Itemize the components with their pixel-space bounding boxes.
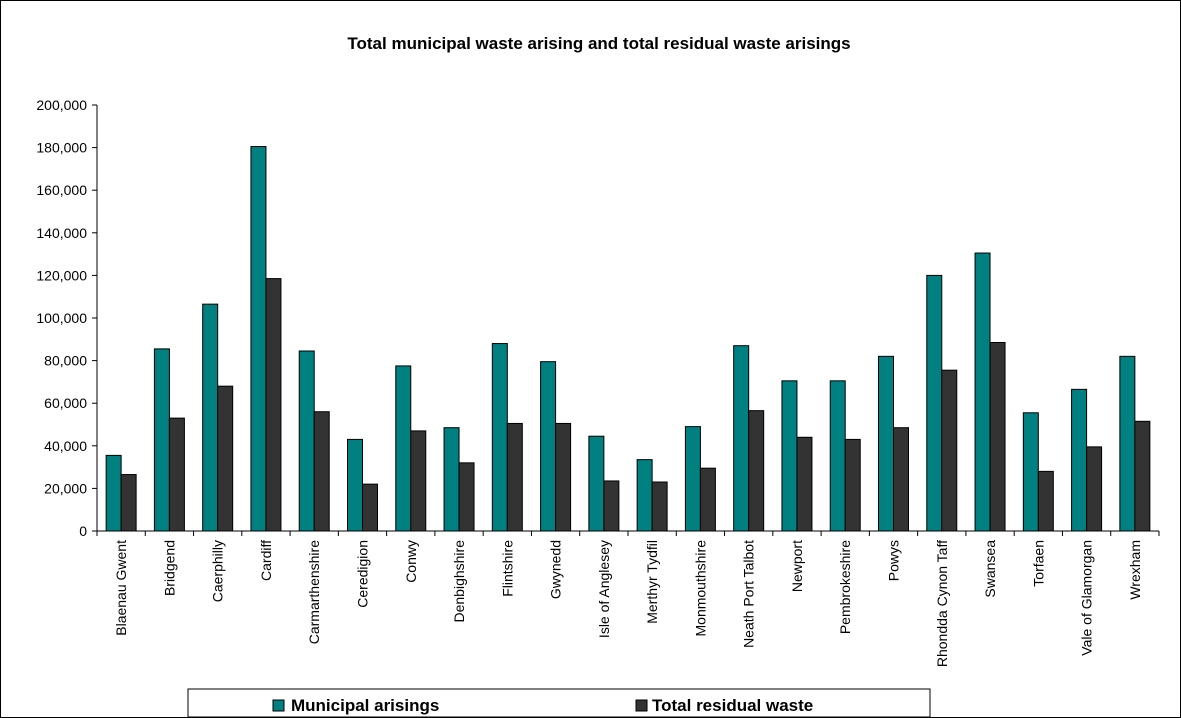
bar-municipal-arisings bbox=[153, 348, 170, 532]
x-tick-label: Swansea bbox=[982, 540, 998, 598]
bar-total-residual-waste bbox=[699, 467, 716, 532]
legend-box bbox=[187, 688, 931, 717]
bar-total-residual-waste bbox=[120, 474, 137, 532]
bar-total-residual-waste bbox=[1134, 420, 1151, 532]
bar-municipal-arisings bbox=[684, 426, 701, 532]
x-tick-label: Torfaen bbox=[1030, 540, 1046, 587]
y-tick-label: 160,000 bbox=[36, 182, 87, 198]
bar-total-residual-waste bbox=[313, 411, 330, 532]
x-tick-label: Merthyr Tydfil bbox=[644, 540, 660, 624]
x-tick-label: Blaenau Gwent bbox=[113, 540, 129, 636]
bar-total-residual-waste bbox=[362, 483, 378, 532]
x-tick-label: Carmarthenshire bbox=[306, 540, 322, 644]
y-tick-label: 40,000 bbox=[44, 438, 87, 454]
x-tick-label: Ceredigion bbox=[355, 540, 371, 608]
bar-total-residual-waste bbox=[748, 410, 765, 532]
bar-municipal-arisings bbox=[250, 146, 267, 532]
x-tick-label: Bridgend bbox=[161, 540, 177, 596]
legend-label: Municipal arisings bbox=[291, 696, 439, 715]
bar-municipal-arisings bbox=[347, 438, 363, 532]
y-axis: 0 20,000 40,000 60,000 80,000 100,000 120,000 1… bbox=[36, 97, 98, 539]
bar-municipal-arisings bbox=[588, 435, 605, 532]
x-tick-label: Wrexham bbox=[1127, 540, 1143, 600]
x-tick-label: Denbighshire bbox=[451, 540, 467, 623]
bar-total-residual-waste bbox=[603, 480, 620, 532]
bar-total-residual-waste bbox=[796, 436, 813, 532]
y-tick-label: 0 bbox=[79, 523, 87, 539]
bar-total-residual-waste bbox=[168, 417, 185, 532]
bar-municipal-arisings bbox=[733, 345, 750, 532]
bar-municipal-arisings bbox=[1022, 412, 1039, 532]
bar-municipal-arisings bbox=[878, 355, 894, 532]
bar-total-residual-waste bbox=[458, 462, 475, 532]
bar-total-residual-waste bbox=[844, 438, 861, 532]
legend-swatch bbox=[272, 699, 285, 712]
x-tick-label: Caerphilly bbox=[210, 540, 226, 602]
bar-total-residual-waste bbox=[989, 341, 1006, 532]
x-tick-label: Flintshire bbox=[499, 540, 515, 597]
x-tick-label: Cardiff bbox=[258, 540, 274, 581]
bar-municipal-arisings bbox=[974, 252, 991, 532]
y-tick-label: 100,000 bbox=[36, 310, 87, 326]
x-tick-label: Isle of Anglesey bbox=[596, 540, 612, 638]
x-tick-label: Conwy bbox=[403, 540, 419, 583]
bar-total-residual-waste bbox=[941, 369, 958, 532]
y-tick-label: 20,000 bbox=[44, 480, 87, 496]
bar-total-residual-waste bbox=[1086, 446, 1103, 532]
legend: Municipal arisings Total residual waste bbox=[187, 688, 931, 717]
x-tick-label: Rhondda Cynon Taff bbox=[934, 540, 950, 667]
bars bbox=[105, 146, 1151, 532]
bar-municipal-arisings bbox=[1071, 388, 1088, 532]
bar-municipal-arisings bbox=[829, 380, 846, 532]
bar-municipal-arisings bbox=[443, 427, 460, 532]
legend-label: Total residual waste bbox=[652, 696, 813, 715]
bar-municipal-arisings bbox=[202, 303, 219, 532]
y-tick-label: 120,000 bbox=[36, 267, 87, 283]
y-tick-label: 60,000 bbox=[44, 395, 87, 411]
y-tick-label: 180,000 bbox=[36, 140, 87, 156]
legend-swatch bbox=[635, 699, 648, 712]
bar-total-residual-waste bbox=[893, 427, 909, 532]
x-tick-label: Gwynedd bbox=[548, 540, 564, 599]
bar-total-residual-waste bbox=[651, 481, 668, 532]
x-tick-label: Vale of Glamorgan bbox=[1079, 540, 1095, 656]
y-tick-label: 80,000 bbox=[44, 353, 87, 369]
y-tick-label: 140,000 bbox=[36, 225, 87, 241]
bar-municipal-arisings bbox=[926, 274, 943, 532]
bar-municipal-arisings bbox=[491, 343, 508, 532]
bar-municipal-arisings bbox=[636, 459, 653, 532]
bar-total-residual-waste bbox=[217, 385, 234, 532]
bar-municipal-arisings bbox=[395, 365, 412, 532]
bar-total-residual-waste bbox=[265, 278, 282, 532]
bar-municipal-arisings bbox=[540, 361, 557, 532]
bar-municipal-arisings bbox=[781, 380, 798, 532]
bar-total-residual-waste bbox=[1037, 470, 1054, 532]
x-tick-label: Neath Port Talbot bbox=[741, 540, 757, 648]
x-tick-label: Powys bbox=[886, 540, 902, 581]
x-axis: Blaenau Gwent Bridgend Caerphilly Cardiff Ca… bbox=[96, 530, 1160, 667]
bar-total-residual-waste bbox=[506, 422, 523, 532]
x-tick-label: Monmouthshire bbox=[692, 540, 708, 637]
bar-municipal-arisings bbox=[1119, 355, 1136, 532]
y-tick-label: 200,000 bbox=[36, 97, 87, 113]
bar-total-residual-waste bbox=[555, 422, 572, 532]
bar-municipal-arisings bbox=[105, 454, 122, 532]
x-tick-label: Newport bbox=[789, 540, 805, 592]
bar-municipal-arisings bbox=[298, 350, 315, 532]
chart-title: Total municipal waste arising and total … bbox=[347, 34, 850, 53]
bar-total-residual-waste bbox=[410, 430, 427, 532]
x-tick-label: Pembrokeshire bbox=[837, 540, 853, 634]
